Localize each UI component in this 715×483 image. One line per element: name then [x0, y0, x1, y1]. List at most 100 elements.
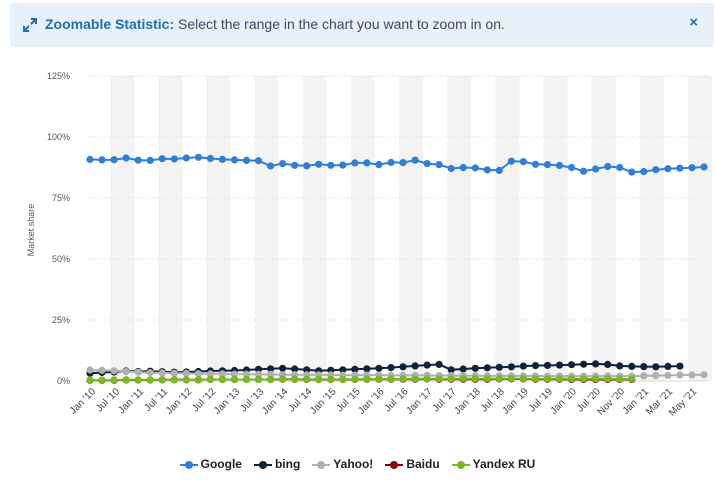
data-point[interactable] [254, 157, 263, 165]
data-point[interactable] [267, 162, 275, 170]
data-point[interactable] [543, 375, 552, 383]
data-point[interactable] [242, 370, 251, 378]
data-point[interactable] [519, 362, 528, 370]
data-point[interactable] [351, 159, 359, 167]
data-point[interactable] [206, 370, 214, 378]
series-layer[interactable] [86, 153, 708, 384]
data-point[interactable] [483, 375, 491, 383]
data-point[interactable] [218, 375, 226, 384]
data-point[interactable] [158, 376, 166, 384]
data-point[interactable] [471, 364, 479, 372]
data-point[interactable] [604, 375, 612, 383]
data-point[interactable] [303, 366, 311, 374]
data-point[interactable] [134, 156, 142, 164]
data-point[interactable] [230, 375, 239, 384]
data-point[interactable] [652, 363, 660, 371]
data-point[interactable] [471, 375, 479, 383]
data-point[interactable] [568, 361, 576, 369]
data-point[interactable] [628, 362, 636, 370]
data-point[interactable] [399, 375, 407, 383]
data-point[interactable] [447, 375, 455, 383]
data-point[interactable] [507, 157, 515, 165]
data-point[interactable] [652, 166, 660, 174]
data-point[interactable] [194, 375, 202, 384]
data-point[interactable] [604, 162, 612, 171]
data-point[interactable] [158, 155, 166, 163]
data-point[interactable] [98, 376, 106, 384]
data-point[interactable] [459, 163, 467, 172]
data-point[interactable] [218, 155, 226, 163]
data-point[interactable] [423, 375, 431, 383]
data-point[interactable] [399, 159, 407, 167]
data-point[interactable] [230, 156, 239, 164]
data-point[interactable] [339, 366, 347, 374]
data-point[interactable] [206, 375, 214, 384]
data-point[interactable] [279, 375, 287, 383]
data-point[interactable] [242, 375, 251, 384]
data-point[interactable] [170, 369, 178, 377]
data-point[interactable] [688, 164, 696, 172]
data-point[interactable] [604, 360, 612, 368]
data-point[interactable] [555, 375, 564, 383]
data-point[interactable] [531, 362, 540, 370]
data-point[interactable] [399, 363, 407, 371]
data-point[interactable] [86, 376, 94, 384]
data-point[interactable] [411, 156, 419, 164]
data-point[interactable] [664, 165, 672, 173]
close-banner-button[interactable]: × [689, 14, 698, 31]
data-point[interactable] [640, 363, 648, 371]
data-point[interactable] [98, 156, 106, 164]
data-point[interactable] [339, 375, 347, 383]
data-point[interactable] [543, 161, 552, 169]
data-point[interactable] [315, 160, 323, 168]
data-point[interactable] [98, 366, 106, 374]
data-point[interactable] [616, 163, 624, 172]
data-point[interactable] [471, 164, 479, 172]
data-point[interactable] [447, 366, 455, 374]
data-point[interactable] [170, 155, 178, 163]
data-point[interactable] [628, 168, 636, 176]
data-point[interactable] [555, 361, 564, 369]
data-point[interactable] [206, 154, 214, 163]
data-point[interactable] [568, 163, 576, 172]
data-point[interactable] [254, 365, 263, 373]
data-point[interactable] [375, 375, 383, 383]
data-point[interactable] [676, 371, 684, 379]
data-point[interactable] [387, 364, 395, 372]
data-point[interactable] [146, 369, 154, 377]
data-point[interactable] [435, 360, 443, 368]
data-point[interactable] [291, 375, 299, 383]
data-point[interactable] [483, 166, 491, 174]
legend-item[interactable]: Google [179, 457, 242, 471]
data-point[interactable] [110, 367, 118, 375]
data-point[interactable] [146, 156, 154, 164]
data-point[interactable] [423, 160, 431, 168]
data-point[interactable] [254, 370, 263, 378]
data-point[interactable] [423, 361, 431, 369]
data-point[interactable] [218, 370, 226, 378]
data-point[interactable] [435, 375, 443, 383]
data-point[interactable] [616, 362, 624, 370]
data-point[interactable] [303, 162, 311, 170]
data-point[interactable] [110, 376, 118, 384]
data-point[interactable] [495, 166, 503, 174]
data-point[interactable] [375, 161, 383, 169]
data-point[interactable] [375, 364, 383, 372]
data-point[interactable] [411, 375, 419, 383]
data-point[interactable] [640, 168, 648, 176]
data-point[interactable] [351, 375, 359, 383]
data-point[interactable] [279, 364, 287, 372]
data-point[interactable] [182, 369, 190, 377]
data-point[interactable] [363, 375, 371, 383]
series-yandex-ru[interactable] [86, 375, 636, 384]
data-point[interactable] [543, 361, 552, 369]
data-point[interactable] [628, 375, 636, 383]
data-point[interactable] [531, 375, 540, 383]
legend-item[interactable]: bing [253, 457, 300, 471]
data-point[interactable] [194, 370, 202, 378]
data-point[interactable] [592, 360, 600, 368]
data-point[interactable] [568, 375, 576, 383]
data-point[interactable] [507, 375, 515, 383]
data-point[interactable] [267, 370, 275, 378]
